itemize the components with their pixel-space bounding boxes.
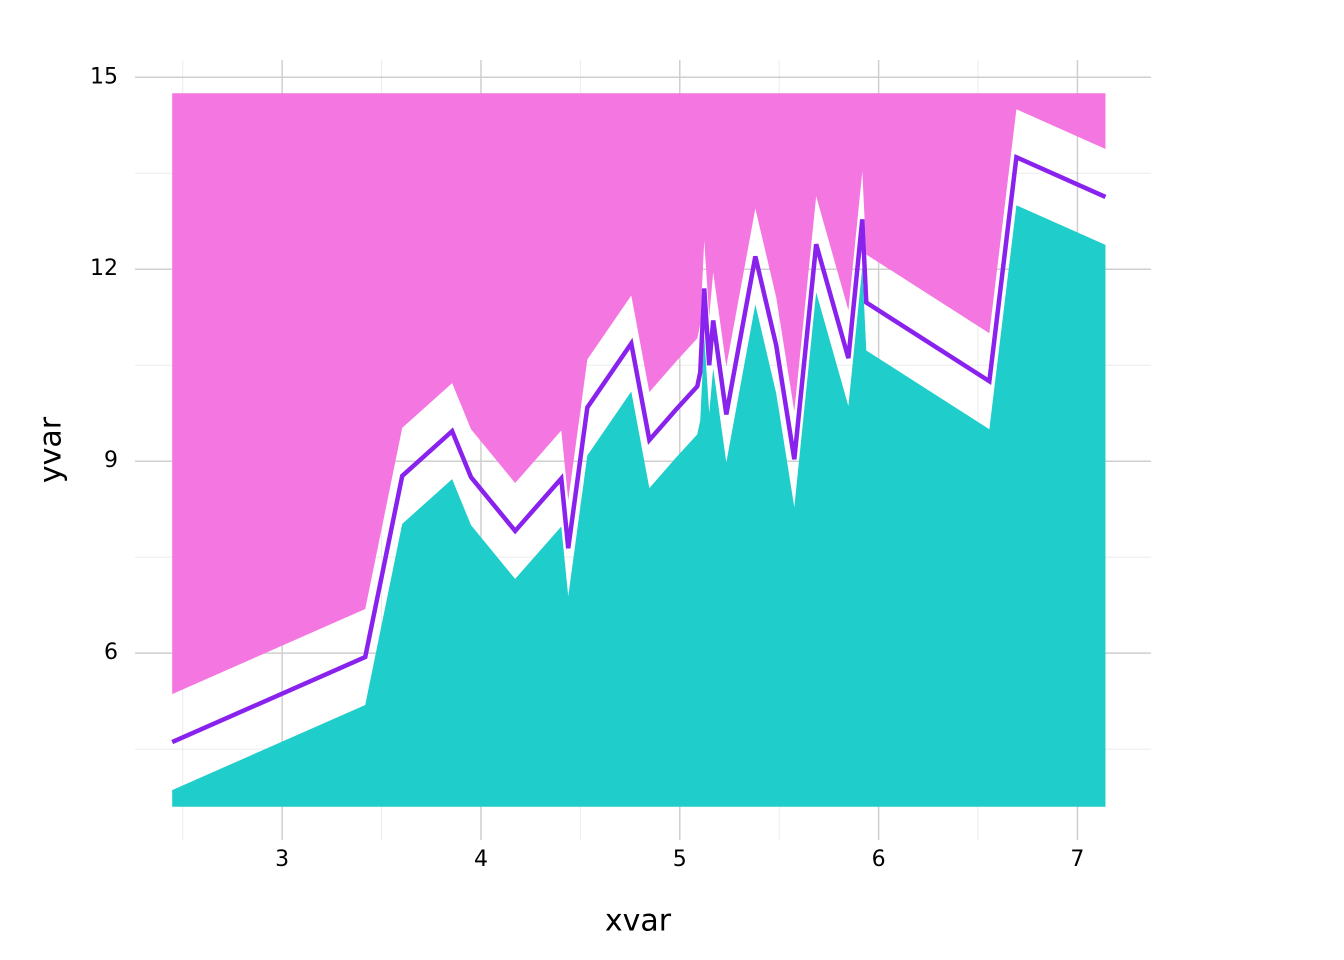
y-tick-label: 6 [104, 640, 118, 665]
ribbon [172, 93, 1106, 695]
y-tick-label: 12 [90, 256, 118, 281]
y-tick-label: 15 [90, 64, 118, 89]
x-axis-title: xvar [605, 904, 672, 939]
x-tick-label: 4 [474, 847, 488, 872]
y-axis-title: yvar [34, 416, 69, 483]
ribbon [172, 205, 1106, 807]
y-tick-label: 9 [104, 448, 118, 473]
x-tick-label: 7 [1070, 847, 1084, 872]
line [171, 153, 1107, 745]
x-tick-label: 5 [673, 847, 687, 872]
x-tick-label: 3 [275, 847, 289, 872]
x-tick-label: 6 [872, 847, 886, 872]
